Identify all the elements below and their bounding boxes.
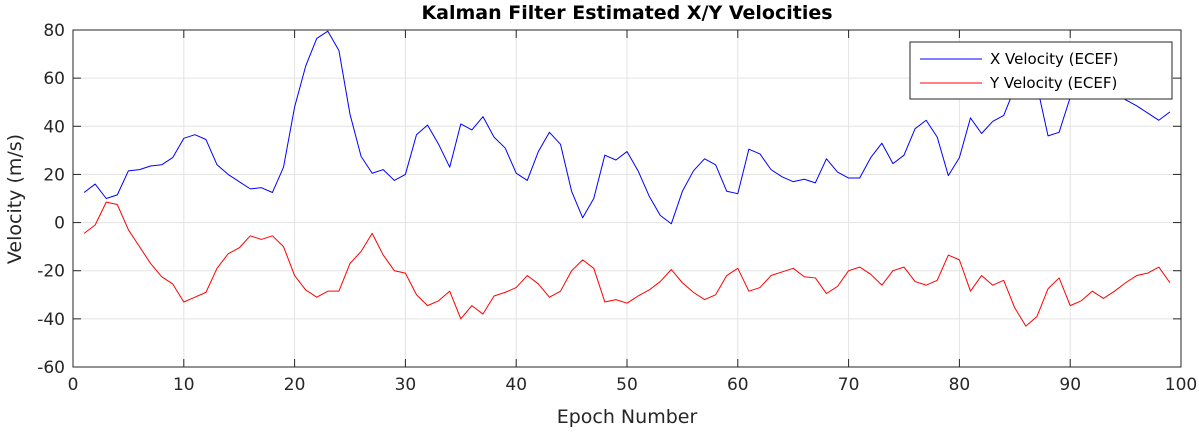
y-tick-label: 80 [43,21,65,41]
series-lines [83,30,1171,327]
y-tick-label: -40 [37,310,65,330]
x-tick-label: 100 [1165,375,1197,395]
y-tick-label: 60 [43,69,65,89]
x-tick-label: 40 [505,375,527,395]
chart-title: Kalman Filter Estimated X/Y Velocities [421,2,832,24]
x-tick-label: 70 [838,375,860,395]
x-tick-label: 50 [616,375,638,395]
legend-box [909,41,1173,100]
legend: X Velocity (ECEF) Y Velocity (ECEF) [909,41,1173,100]
x-tick-label: 10 [173,375,195,395]
y-tick-label: 40 [43,117,65,137]
x-tick-label: 80 [949,375,971,395]
y-tick-label: 20 [43,165,65,185]
legend-label-y-velocity: Y Velocity (ECEF) [989,74,1117,92]
x-tick-label: 60 [727,375,749,395]
y-axis-label: Velocity (m/s) [4,134,26,264]
x-tick-label: 30 [395,375,417,395]
y-tick-label: -60 [37,358,65,378]
y-tick-label: 0 [54,214,65,234]
tick-labels: 0 10 20 30 40 50 60 70 80 90 100 -60 -40 -20 0 20 40 60 80 [37,21,1197,395]
x-axis-label: Epoch Number [557,406,698,428]
y-tick-label: -20 [37,262,65,282]
legend-label-x-velocity: X Velocity (ECEF) [990,50,1118,68]
x-tick-label: 90 [1059,375,1081,395]
x-tick-label: 0 [68,375,79,395]
series-line-x-velocity [83,30,1171,225]
x-tick-label: 20 [284,375,306,395]
series-line-y-velocity [83,201,1171,327]
